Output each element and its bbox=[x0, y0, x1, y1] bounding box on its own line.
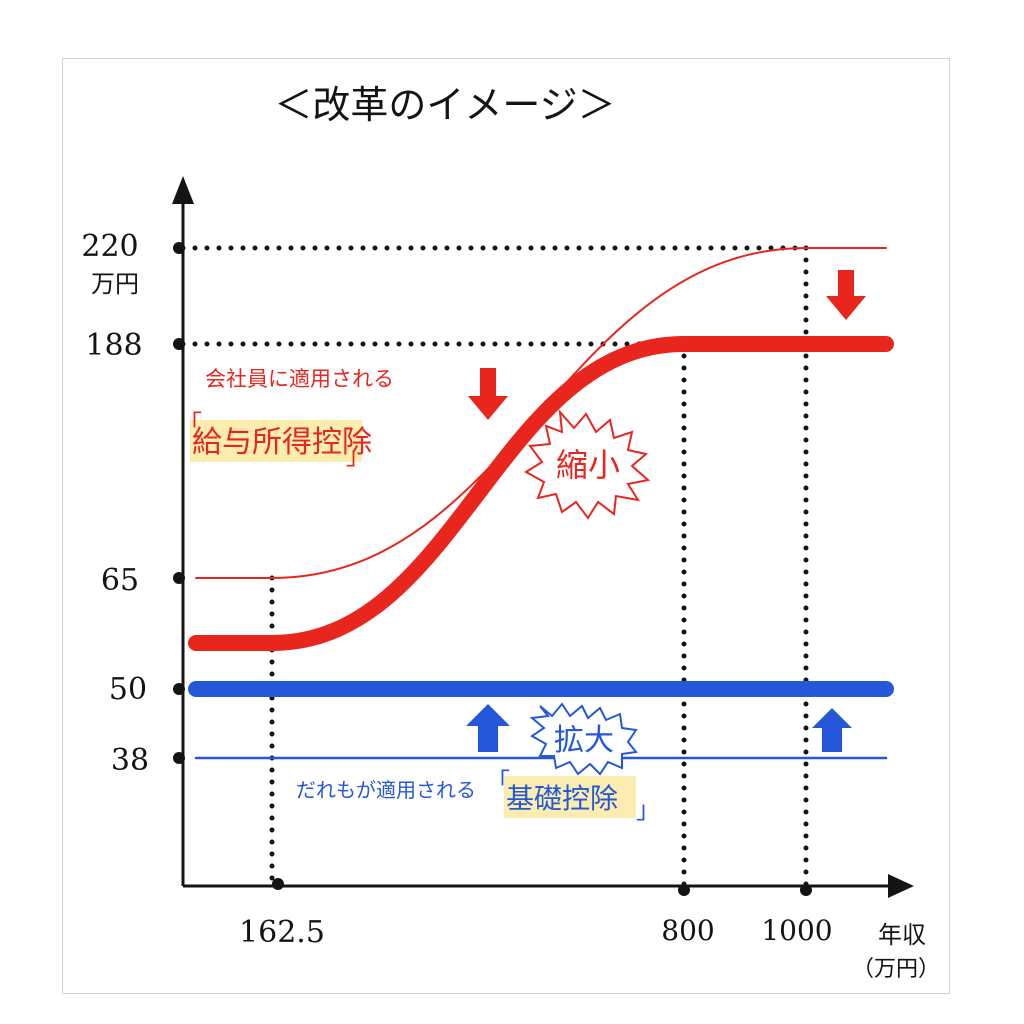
red-series-name: 給与所得控除 bbox=[192, 425, 372, 460]
x-tick-label-1000: 1000 bbox=[761, 914, 832, 947]
x-tick-label-162-5: 162.5 bbox=[239, 915, 325, 950]
blue-series-prefix: だれもが適用される bbox=[296, 778, 476, 802]
shrink-label: 縮小 bbox=[556, 446, 620, 484]
x-axis-label: 年収 bbox=[878, 921, 926, 949]
y-tick-label-188: 188 bbox=[85, 328, 142, 363]
y-tick-label-65: 65 bbox=[101, 563, 139, 598]
x-tick-dot-1000 bbox=[800, 884, 812, 896]
x-axis-arrow-icon bbox=[888, 874, 914, 898]
y-tick-dot-38 bbox=[173, 752, 185, 764]
red-series-prefix: 会社員に適用される bbox=[205, 367, 394, 391]
red-series-bracket-open: 「 bbox=[178, 410, 202, 438]
expand-burst bbox=[529, 702, 638, 776]
blue-series-bracket-open: 「 bbox=[486, 768, 510, 796]
y-tick-dot-220 bbox=[173, 242, 185, 254]
red-down-arrow-icon bbox=[468, 368, 508, 420]
y-tick-dot-188 bbox=[173, 338, 185, 350]
blue-up-arrow-icon bbox=[466, 704, 510, 752]
blue-series-bracket-close: 」 bbox=[636, 796, 660, 824]
y-axis-arrow-icon bbox=[172, 176, 194, 204]
y-tick-label-220: 220 bbox=[81, 229, 138, 264]
blue-series-name: 基礎控除 bbox=[506, 782, 618, 815]
y-axis-unit: 万円 bbox=[91, 270, 139, 298]
red-series-highlight bbox=[190, 420, 362, 462]
series-0-new-line bbox=[188, 336, 894, 651]
figure-frame bbox=[62, 58, 950, 994]
x-tick-label-800: 800 bbox=[661, 914, 714, 947]
y-tick-dot-50 bbox=[173, 683, 185, 695]
red-series-bracket-close: 」 bbox=[346, 442, 370, 470]
y-tick-label-38: 38 bbox=[111, 743, 149, 778]
chart-title: ＜改革のイメージ＞ bbox=[274, 83, 615, 127]
x-axis-unit: （万円） bbox=[852, 957, 940, 982]
y-tick-label-50: 50 bbox=[109, 672, 147, 707]
x-tick-dot-162-5 bbox=[272, 878, 284, 890]
expand-label: 拡大 bbox=[554, 723, 614, 758]
x-tick-dot-800 bbox=[678, 884, 690, 896]
blue-series-highlight bbox=[504, 776, 636, 818]
red-down-arrow-right-icon bbox=[826, 270, 866, 320]
y-tick-dot-65 bbox=[173, 572, 185, 584]
blue-up-arrow-right-icon bbox=[812, 708, 852, 752]
shrink-burst bbox=[524, 408, 651, 520]
